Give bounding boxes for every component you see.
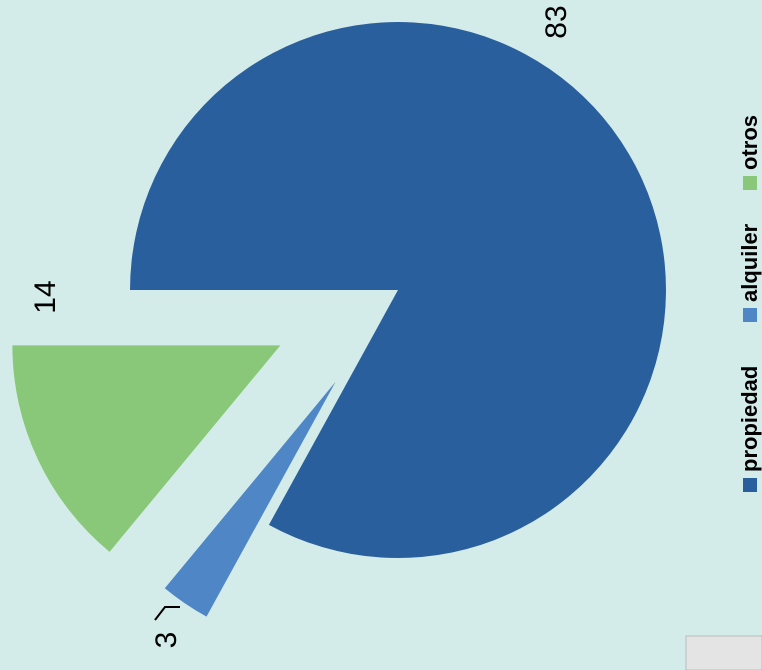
data-label: 83 [540, 5, 573, 38]
legend-label: alquiler [737, 223, 762, 302]
pie-slice [164, 381, 336, 617]
legend: propiedad alquiler otros [737, 115, 762, 492]
leader-line [154, 606, 180, 621]
legend-swatch [743, 308, 757, 322]
data-label: 3 [150, 632, 183, 649]
pie-slice [130, 22, 666, 559]
legend-swatch [743, 176, 757, 190]
pie-slice [12, 345, 281, 552]
legend-swatch [743, 478, 757, 492]
legend-label: otros [737, 115, 762, 170]
corner-box [685, 635, 762, 670]
data-label: 14 [29, 280, 62, 313]
legend-label: propiedad [737, 366, 762, 472]
